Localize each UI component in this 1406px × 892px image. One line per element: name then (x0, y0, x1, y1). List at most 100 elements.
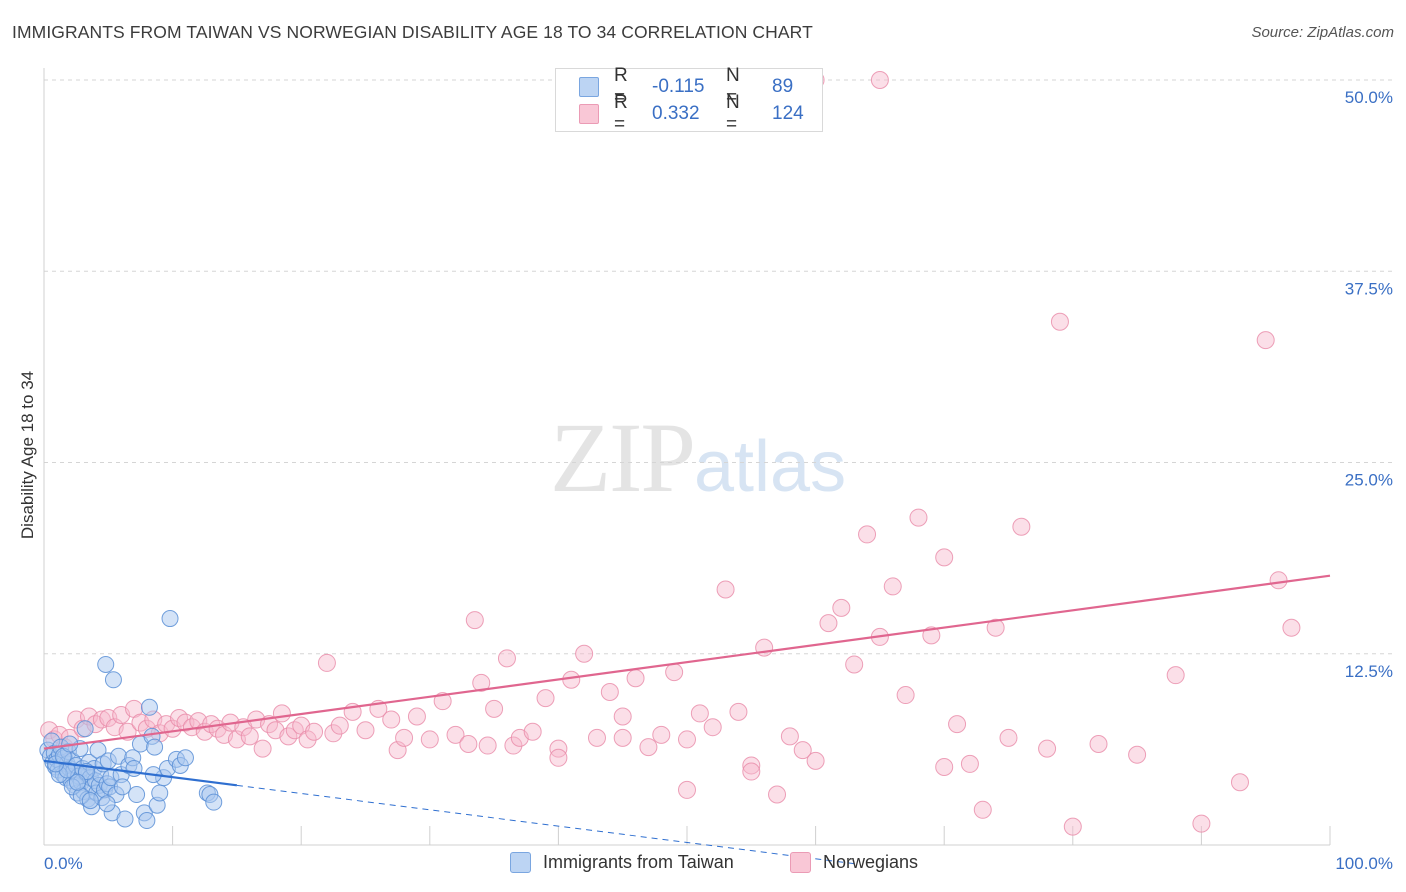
norwegians-point (716, 580, 735, 599)
x-tick-label: 100.0% (1335, 854, 1393, 873)
norwegians-point (948, 715, 967, 734)
legend-n-value: 124 (772, 103, 804, 124)
y-tick-label: 25.0% (1345, 471, 1393, 490)
legend-label-taiwan: Immigrants from Taiwan (543, 852, 734, 872)
norwegians-point (909, 508, 928, 527)
taiwan-point (151, 784, 169, 802)
norwegians-point (678, 780, 696, 799)
stats-legend: R = -0.115 N = 89 R = 0.332 N = 124 (555, 65, 823, 135)
norwegians-point (485, 699, 504, 718)
legend-swatch-norwegians (790, 852, 811, 873)
norwegians-point (504, 736, 523, 755)
legend-swatch-taiwan (579, 77, 599, 97)
bottom-legend-taiwan: Immigrants from Taiwan (510, 852, 734, 873)
legend-swatch-norwegians (579, 104, 599, 124)
norwegians-point (176, 713, 195, 732)
taiwan-points (39, 610, 223, 830)
norwegians-point (1166, 666, 1185, 685)
norwegians-point (240, 727, 259, 746)
norwegians-trend-line (43, 574, 1331, 750)
legend-r-value: 0.332 (652, 103, 700, 124)
taiwan-point (68, 773, 86, 791)
norwegians-point (433, 692, 452, 711)
norwegians-point (1050, 312, 1069, 331)
norwegians-points (40, 71, 1301, 836)
norwegians-point (1230, 773, 1249, 792)
norwegians-point (562, 670, 581, 689)
legend-n-value: 89 (772, 76, 794, 97)
axis-labels: 12.5% 25.0% 37.5% 50.0% 0.0% 100.0% Disability… (18, 88, 1393, 873)
norwegians-point (678, 730, 696, 749)
norwegians-point (382, 710, 401, 729)
taiwan-point (81, 792, 99, 810)
norwegians-point (446, 725, 465, 744)
norwegians-point (600, 683, 619, 701)
taiwan-point (128, 786, 146, 804)
axes (43, 68, 1331, 846)
taiwan-point (138, 812, 156, 830)
norwegians-point (459, 735, 478, 754)
norwegians-point (1192, 814, 1211, 833)
taiwan-point (161, 610, 179, 628)
norwegians-point (324, 724, 343, 743)
taiwan-point (97, 655, 115, 673)
norwegians-point (395, 728, 414, 747)
norwegians-point (497, 649, 516, 668)
norwegians-point (960, 754, 979, 773)
norwegians-point (420, 730, 439, 749)
norwegians-point (330, 716, 349, 735)
norwegians-point (690, 704, 709, 723)
taiwan-trend-extension (236, 784, 855, 865)
norwegians-point (170, 709, 189, 728)
norwegians-point (523, 722, 542, 741)
norwegians-point (935, 548, 954, 567)
norwegians-point (298, 730, 317, 749)
watermark-zip: ZIP (550, 402, 696, 513)
norwegians-point (549, 739, 568, 758)
norwegians-point (742, 756, 761, 775)
taiwan-point (176, 749, 194, 767)
y-tick-label: 37.5% (1345, 279, 1393, 298)
norwegians-point (1128, 745, 1147, 764)
chart-title: IMMIGRANTS FROM TAIWAN VS NORWEGIAN DISA… (12, 22, 813, 42)
legend-swatch-taiwan (510, 852, 531, 873)
norwegians-point (356, 721, 375, 740)
legend-r-label: R = (614, 92, 628, 135)
legend-n-label: N = (726, 65, 740, 108)
taiwan-point (98, 795, 116, 813)
norwegians-point (285, 721, 304, 740)
norwegians-point (1063, 817, 1082, 836)
bottom-legend-norwegians: Norwegians (790, 852, 918, 873)
norwegians-point (575, 644, 594, 663)
norwegians-point (973, 800, 992, 819)
legend-n-label: N = (726, 92, 740, 135)
norwegians-point (768, 785, 787, 804)
trend-lines (43, 574, 1331, 865)
legend-r-label: R = (614, 65, 628, 108)
norwegians-point (1269, 571, 1288, 590)
taiwan-point (140, 698, 158, 716)
norwegians-point (986, 618, 1005, 637)
norwegians-point (832, 598, 851, 617)
watermark-atlas: atlas (694, 427, 847, 507)
x-tick-label: 0.0% (44, 854, 83, 873)
norwegians-point (549, 748, 568, 767)
taiwan-trend-line (43, 759, 238, 787)
norwegians-point (793, 741, 812, 760)
norwegians-point (703, 718, 722, 737)
norwegians-point (1089, 735, 1108, 754)
norwegians-point (922, 626, 941, 645)
norwegians-point (465, 611, 484, 630)
taiwan-point (116, 810, 134, 828)
norwegians-point (613, 707, 632, 726)
norwegians-point (883, 577, 902, 596)
legend-r-value: -0.115 (652, 76, 705, 97)
taiwan-point (76, 720, 94, 738)
norwegians-point (472, 673, 491, 692)
norwegians-point (587, 728, 606, 747)
taiwan-point (205, 793, 223, 811)
legend-label-norwegians: Norwegians (823, 852, 919, 872)
norwegians-point (317, 653, 336, 672)
norwegians-point (1282, 618, 1301, 637)
